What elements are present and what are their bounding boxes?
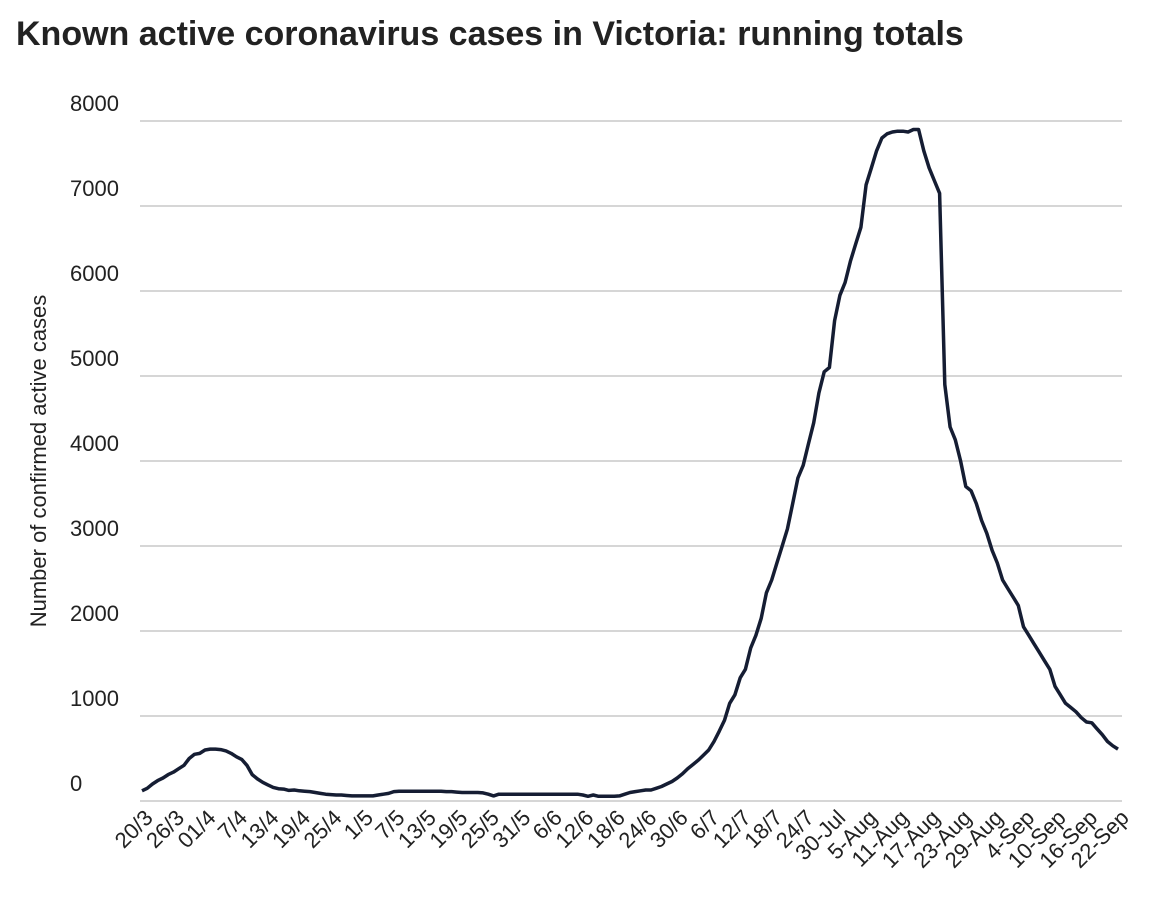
y-tick-label: 4000 bbox=[70, 431, 119, 456]
x-tick-label: 31/5 bbox=[487, 805, 535, 853]
y-tick-label: 0 bbox=[70, 771, 82, 796]
y-tick-label: 2000 bbox=[70, 601, 119, 626]
y-tick-label: 3000 bbox=[70, 516, 119, 541]
y-tick-label: 5000 bbox=[70, 346, 119, 371]
x-tick-label: 30/6 bbox=[645, 805, 693, 853]
x-tick-label: 25/4 bbox=[299, 805, 347, 853]
y-tick-label: 6000 bbox=[70, 261, 119, 286]
chart-title: Known active coronavirus cases in Victor… bbox=[16, 15, 964, 53]
y-tick-label: 1000 bbox=[70, 686, 119, 711]
y-tick-label: 7000 bbox=[70, 176, 119, 201]
x-tick-label: 01/4 bbox=[173, 805, 221, 853]
y-axis-label: Number of confirmed active cases bbox=[26, 295, 51, 628]
y-tick-label: 8000 bbox=[70, 91, 119, 116]
data-line bbox=[141, 127, 1119, 799]
